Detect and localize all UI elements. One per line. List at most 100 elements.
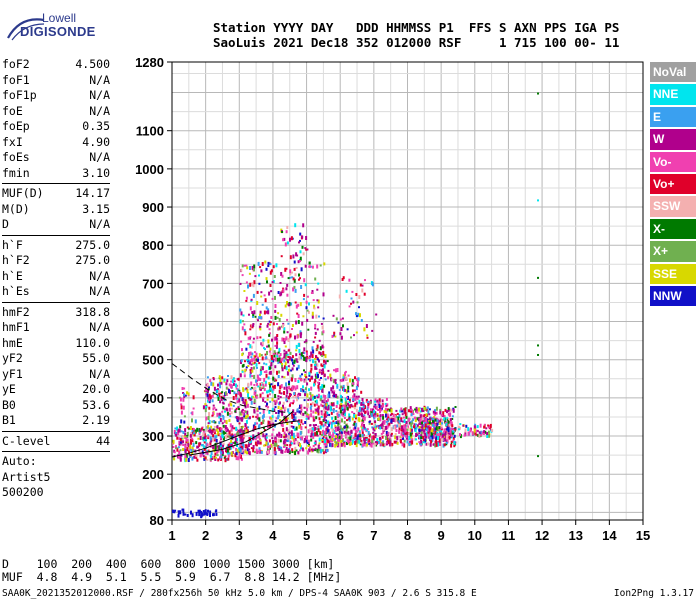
echo-point <box>205 406 208 409</box>
echo-point <box>260 366 263 371</box>
echo-point <box>420 431 423 436</box>
echo-point <box>253 408 256 413</box>
echo-point <box>449 408 452 412</box>
echo-point <box>373 405 376 408</box>
echo-point <box>347 385 350 390</box>
param-value: 318.8 <box>75 304 110 319</box>
echo-point <box>425 442 428 446</box>
echo-point <box>265 436 268 439</box>
echo-point <box>340 433 343 436</box>
echo-point <box>429 421 431 425</box>
param-row: hmE 110.0 <box>2 336 110 352</box>
echo-point <box>365 438 368 441</box>
echo-point <box>313 448 316 451</box>
echo-point <box>328 431 331 436</box>
echo-point <box>314 365 317 370</box>
echo-point <box>239 308 242 312</box>
echo-point <box>394 425 397 429</box>
echo-point <box>222 406 225 410</box>
echo-point <box>258 417 261 422</box>
echo-point <box>332 409 335 414</box>
echo-point <box>276 334 279 337</box>
echo-point <box>248 448 251 451</box>
param-row: h`F2 275.0 <box>2 253 110 269</box>
echo-point <box>239 373 242 378</box>
echo-point <box>370 443 373 448</box>
echo-point <box>297 380 300 383</box>
echo-point <box>202 455 205 458</box>
echo-point <box>239 436 242 439</box>
echo-point <box>263 444 266 447</box>
echo-point <box>244 450 247 454</box>
echo-point <box>305 339 308 343</box>
echo-point <box>382 426 385 431</box>
echo-point <box>251 311 254 314</box>
echo-point <box>315 314 318 319</box>
echo-point <box>300 388 302 392</box>
echo-point <box>429 438 432 442</box>
echo-point <box>426 408 429 412</box>
echo-point <box>301 245 304 249</box>
echo-point <box>272 358 275 361</box>
echo-point <box>203 511 206 516</box>
echo-point <box>244 444 247 447</box>
echo-point <box>425 418 428 422</box>
echo-point <box>319 351 322 355</box>
echo-point <box>209 436 212 441</box>
echo-point <box>346 328 349 331</box>
echo-point <box>416 411 419 414</box>
echo-point <box>273 451 276 455</box>
echo-point <box>180 419 183 424</box>
echo-point <box>264 380 267 384</box>
echo-point <box>360 402 363 406</box>
echo-point <box>268 393 271 396</box>
echo-point <box>402 420 404 423</box>
echo-point <box>195 441 198 445</box>
echo-point <box>380 432 383 435</box>
echo-point <box>231 407 234 410</box>
echo-point <box>253 384 256 386</box>
param-row: foE N/A <box>2 104 110 120</box>
legend-entry: SSE <box>650 263 696 284</box>
echo-point <box>186 426 189 429</box>
echo-point <box>297 420 300 423</box>
echo-point <box>212 407 215 411</box>
echo-point <box>388 408 391 412</box>
echo-point <box>207 434 210 437</box>
echo-point <box>239 411 242 416</box>
echo-point <box>439 408 442 411</box>
echo-point <box>242 400 245 404</box>
echo-point <box>280 291 283 296</box>
echo-point <box>182 444 185 446</box>
echo-point <box>427 434 430 437</box>
echo-point <box>190 440 192 445</box>
echo-point <box>333 391 335 395</box>
echo-point <box>240 410 243 414</box>
echo-point <box>338 413 341 417</box>
echo-point <box>247 444 250 447</box>
echo-point <box>252 337 255 340</box>
echo-point <box>314 378 317 381</box>
echo-point <box>250 439 253 443</box>
echo-point <box>366 443 369 447</box>
echo-point <box>428 429 431 433</box>
echo-point <box>299 260 302 263</box>
echo-point <box>344 432 347 436</box>
echo-point <box>386 403 389 407</box>
echo-point <box>319 346 322 351</box>
echo-point <box>312 349 315 354</box>
echo-point <box>404 412 407 417</box>
y-tick-label: 1100 <box>136 124 164 139</box>
echo-point <box>267 339 270 344</box>
echo-point <box>301 447 304 451</box>
echo-point <box>342 438 344 443</box>
echo-point <box>270 290 273 293</box>
echo-point <box>450 427 453 430</box>
echo-point <box>442 418 445 421</box>
echo-point <box>296 312 299 315</box>
echo-point <box>400 418 403 423</box>
echo-point <box>221 422 224 425</box>
echo-point <box>357 411 360 415</box>
echo-point <box>317 384 320 389</box>
echo-point <box>371 329 374 332</box>
